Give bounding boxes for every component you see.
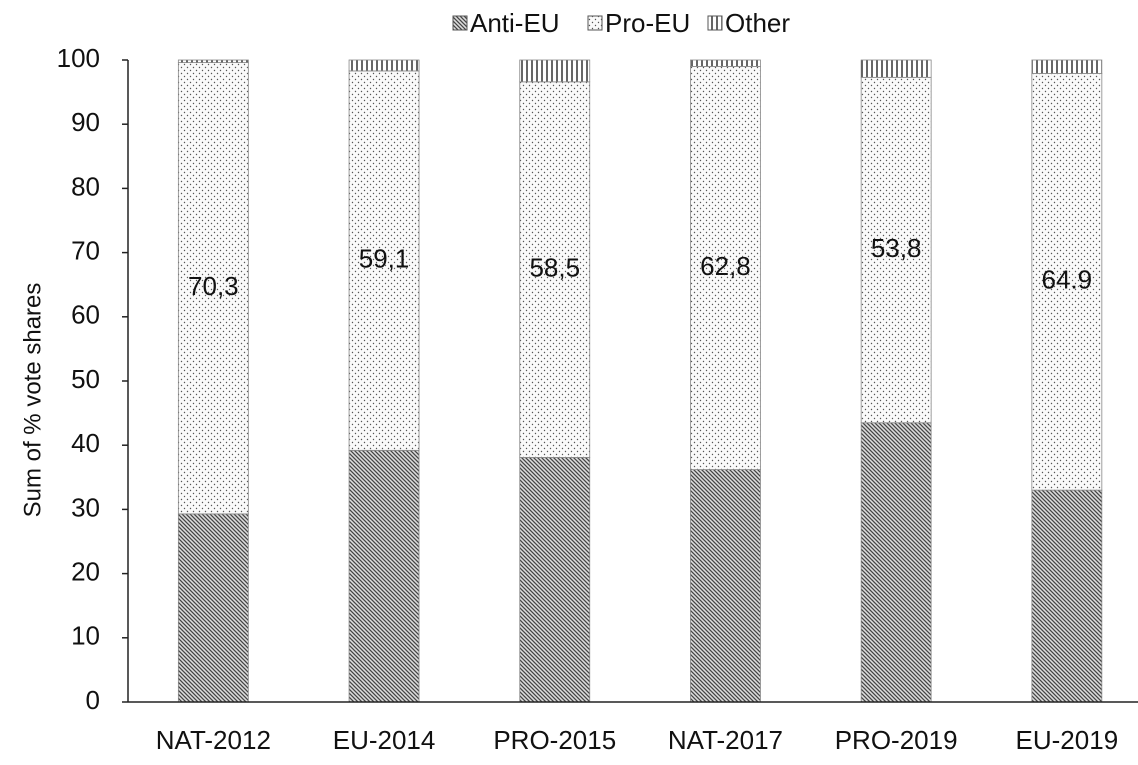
legend-label: Other [725,8,790,38]
x-tick-label: NAT-2017 [668,725,783,755]
legend-label: Anti-EU [470,8,560,38]
y-tick-label: 40 [71,428,100,458]
bar-segment [177,62,249,515]
value-label: 64.9 [1042,265,1093,295]
x-tick-label: NAT-2012 [156,725,271,755]
bar-segment [1031,59,1103,74]
bar-segment [1031,489,1103,703]
bar-segment [177,59,249,63]
bar-segment [519,456,591,703]
legend-swatch [707,15,723,31]
bar-segment [177,513,249,703]
bar-segment [348,70,420,451]
y-axis-label: Sum of % vote shares [19,283,46,518]
value-label: 62,8 [700,251,751,281]
bar-segment [348,449,420,703]
x-tick-label: EU-2014 [333,725,436,755]
y-tick-label: 70 [71,235,100,265]
value-label: 58,5 [529,252,580,282]
value-label: 59,1 [359,244,410,274]
x-tick-label: PRO-2015 [493,725,616,755]
bar-segment [860,59,932,78]
y-tick-label: 20 [71,556,100,586]
bar-segment [348,59,420,72]
bar-segment [690,59,761,67]
bar-segment [860,422,932,703]
x-tick-label: PRO-2019 [835,725,958,755]
y-tick-label: 50 [71,364,100,394]
bar-segment [519,59,591,83]
y-tick-label: 90 [71,107,100,137]
value-label: 70,3 [188,271,239,301]
y-tick-label: 30 [71,492,100,522]
y-tick-label: 60 [71,300,100,330]
y-tick-label: 0 [86,685,100,715]
y-tick-label: 100 [57,43,100,73]
legend-swatch [587,15,603,31]
bar-segment [690,469,761,703]
y-tick-label: 10 [71,621,100,651]
legend-label: Pro-EU [605,8,690,38]
x-tick-label: EU-2019 [1016,725,1119,755]
bar-segment [1031,73,1103,491]
legend-swatch [452,15,468,31]
value-label: 53,8 [871,233,922,263]
y-tick-label: 80 [71,171,100,201]
bar-segment [860,76,932,424]
